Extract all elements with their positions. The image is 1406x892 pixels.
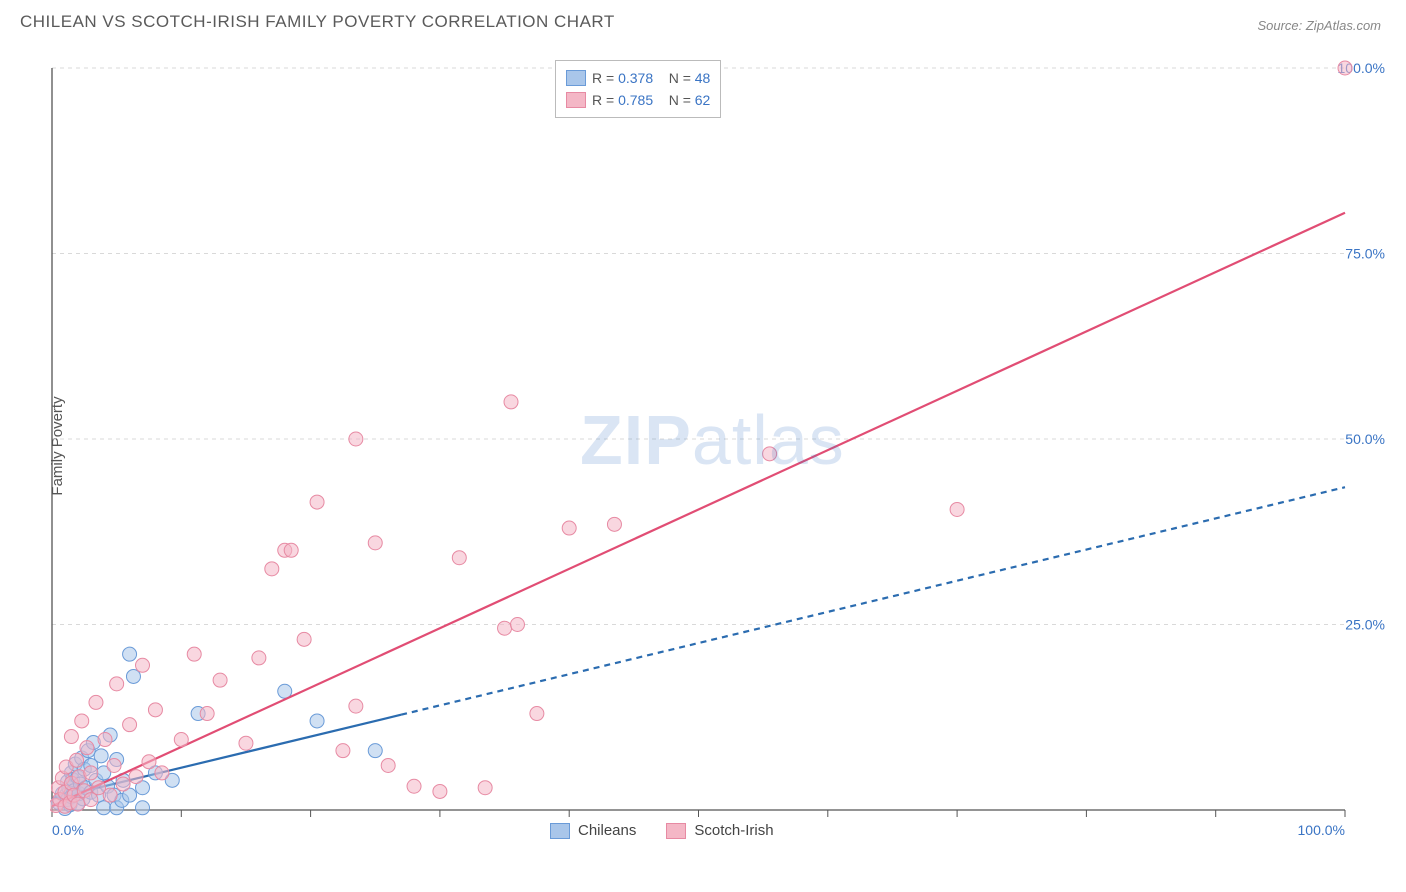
legend-label: Scotch-Irish — [694, 822, 773, 839]
svg-text:50.0%: 50.0% — [1345, 431, 1385, 447]
svg-text:75.0%: 75.0% — [1345, 246, 1385, 262]
legend-N-value: 62 — [695, 92, 711, 108]
legend-R-label: R = — [592, 70, 614, 86]
legend-swatch-chileans — [550, 823, 570, 839]
legend-item-chileans: Chileans — [550, 822, 636, 839]
legend-item-scotchirish: Scotch-Irish — [666, 822, 773, 839]
legend-stats-row: R = 0.378 N = 48 — [566, 67, 710, 89]
legend-N-label: N = — [669, 92, 691, 108]
chart-title: CHILEAN VS SCOTCH-IRISH FAMILY POVERTY C… — [20, 12, 615, 32]
legend-label: Chileans — [578, 822, 636, 839]
legend-R-value: 0.378 — [618, 70, 653, 86]
legend-series: Chileans Scotch-Irish — [550, 822, 774, 839]
legend-swatch-scotchirish — [566, 92, 586, 108]
legend-N-label: N = — [669, 70, 691, 86]
legend-N-value: 48 — [695, 70, 711, 86]
chart-svg: 0.0%100.0%25.0%50.0%75.0%100.0% — [50, 50, 1390, 840]
legend-swatch-chileans — [566, 70, 586, 86]
svg-text:0.0%: 0.0% — [52, 822, 84, 838]
chart-plot-area: 0.0%100.0%25.0%50.0%75.0%100.0% ZIPatlas… — [50, 50, 1390, 840]
svg-text:25.0%: 25.0% — [1345, 617, 1385, 633]
svg-text:100.0%: 100.0% — [1298, 822, 1345, 838]
legend-stats-row: R = 0.785 N = 62 — [566, 89, 710, 111]
legend-stats: R = 0.378 N = 48 R = 0.785 N = 62 — [555, 60, 721, 118]
legend-swatch-scotchirish — [666, 823, 686, 839]
legend-stat-text: R = 0.785 N = 62 — [592, 89, 710, 111]
source-attribution: Source: ZipAtlas.com — [1257, 18, 1381, 33]
legend-stat-text: R = 0.378 N = 48 — [592, 67, 710, 89]
legend-R-label: R = — [592, 92, 614, 108]
legend-R-value: 0.785 — [618, 92, 653, 108]
